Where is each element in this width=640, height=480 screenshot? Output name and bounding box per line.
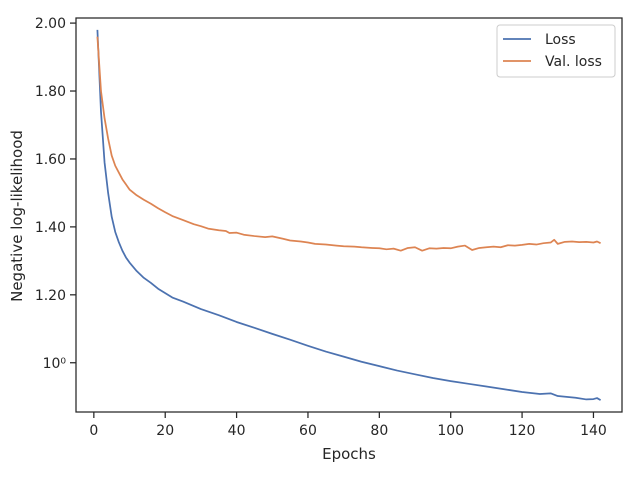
plot-frame: [75, 17, 623, 413]
x-axis-ticks: 0 20 40 60 80 100 120 140: [89, 412, 607, 439]
y-tick-label: 1.60: [35, 152, 66, 168]
series-layer: [96, 29, 602, 401]
y-tick-label: 1.20: [35, 288, 66, 304]
legend-label: Loss: [545, 32, 576, 48]
y-tick-label: 1.80: [35, 84, 66, 100]
y-tick-label: 2.00: [35, 16, 66, 32]
x-tick-label: 0: [89, 423, 98, 439]
y-axis-label: Negative log-likelihood: [8, 130, 26, 302]
x-tick-label: 40: [228, 423, 246, 439]
y-tick-label: 1.40: [35, 220, 66, 236]
plot-area: [75, 17, 623, 413]
legend-box: [496, 24, 616, 78]
x-tick-label: 120: [509, 423, 536, 439]
x-axis-label: Epochs: [322, 445, 376, 463]
y-axis-ticks: 10⁰ 1.20 1.40 1.60 1.80 2.00: [35, 16, 76, 372]
x-tick-label: 80: [370, 423, 388, 439]
series-line-loss: [96, 29, 602, 401]
legend: Loss Val. loss: [496, 24, 616, 78]
x-tick-label: 140: [580, 423, 607, 439]
legend-label: Val. loss: [545, 54, 602, 70]
y-tick-label: 10⁰: [43, 356, 67, 372]
x-tick-label: 100: [437, 423, 464, 439]
x-tick-label: 20: [156, 423, 174, 439]
series-line-val-loss: [96, 36, 601, 252]
x-tick-label: 60: [299, 423, 317, 439]
